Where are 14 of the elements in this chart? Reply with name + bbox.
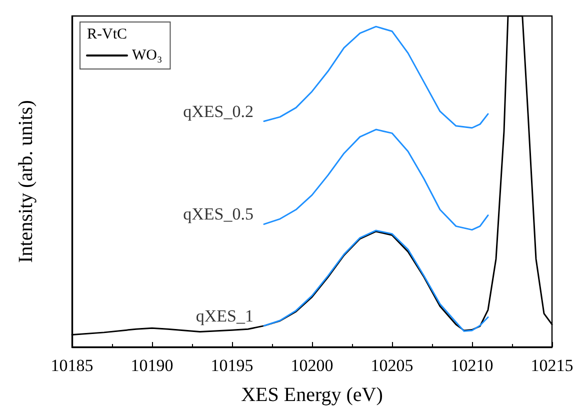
y-axis-title: Intensity (arb. units) (15, 100, 37, 263)
annotation: qXES_1 (196, 306, 254, 326)
x-tick-label: 10205 (370, 356, 414, 375)
x-axis-title: XES Energy (eV) (241, 384, 383, 406)
x-tick-label: 10195 (210, 356, 254, 375)
x-tick-label: 10185 (50, 356, 94, 375)
x-tick-label: 10215 (530, 356, 574, 375)
x-tick-label: 10210 (450, 356, 494, 375)
annotation: qXES_0.2 (183, 102, 254, 121)
legend-label: WO₃ (132, 48, 162, 64)
legend-title: R-VtC (87, 26, 128, 42)
annotation: qXES_0.5 (183, 204, 254, 224)
x-tick-label: 10200 (290, 356, 334, 375)
x-tick-label: 10190 (130, 356, 174, 375)
